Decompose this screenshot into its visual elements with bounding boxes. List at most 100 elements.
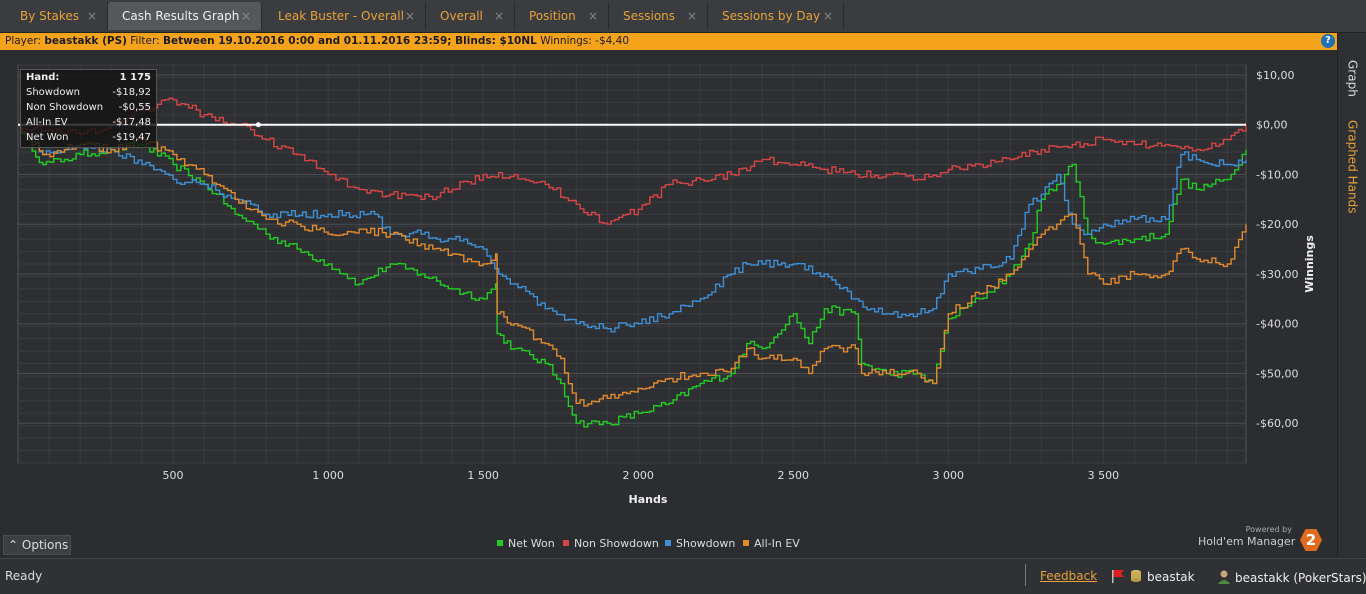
tab-leak-buster-overall[interactable]: Leak Buster - Overall × [264,2,426,30]
chart-legend: Net Won Non Showdown Showdown All-In EV [0,535,1337,553]
options-button[interactable]: ⌃ Options [3,535,71,555]
series-line-showdown [18,124,1247,333]
filter-bar: Player: beastakk (PS) Filter: Between 19… [0,33,1337,50]
tab-bar: By Stakes × Cash Results Graph × Leak Bu… [0,0,1366,33]
legend-label: Showdown [676,537,736,550]
legend-item-all-in-ev[interactable]: All-In EV [743,537,800,550]
chevron-up-icon: ⌃ [8,538,19,552]
x-tick-label: 1 500 [467,469,499,482]
tab-label: By Stakes [20,9,79,23]
legend-swatch [497,540,503,546]
tab-overall[interactable]: Overall × [426,2,515,30]
filter-value: Between 19.10.2016 0:00 and 01.11.2016 2… [162,35,537,47]
series-line-non-showdown [18,97,1247,225]
y-tick-label: -$30,00 [1256,268,1298,281]
results-chart[interactable]: $10,00 $0,00 -$10,00 -$20,00 -$30,00 -$40,00 -… [0,50,1337,535]
x-tick-label: 2 500 [778,469,810,482]
status-bar: Ready Feedback beastak beastakk (PokerSt… [0,558,1366,594]
y-tick-label: -$50,00 [1256,367,1298,380]
tooltip-row-showdown: Showdown -$18,92 [26,87,151,101]
filter-label: Filter: [130,35,160,47]
tooltip-value: -$19,47 [112,132,151,143]
side-panel: Graph Graphed Hands [1337,33,1366,557]
close-icon[interactable]: × [686,9,697,23]
side-tab-graph-label: Graph [1345,59,1360,97]
tab-label: Cash Results Graph [122,9,240,23]
powered-by-text: Powered by [1245,525,1292,534]
hover-marker [255,122,261,128]
tooltip-label: Non Showdown [26,102,104,113]
x-tick-label: 2 000 [622,469,654,482]
player-status[interactable]: beastakk (PokerStars) [1216,569,1366,585]
close-icon[interactable]: × [404,9,415,23]
tab-label: Sessions by Day [722,9,821,23]
player-value: beastakk (PS) [44,35,127,47]
close-icon[interactable]: × [587,9,598,23]
chart-area: $10,00 $0,00 -$10,00 -$20,00 -$30,00 -$40,00 -… [0,50,1337,535]
brand-name: Hold'em Manager [1198,535,1296,548]
status-divider [1025,564,1026,586]
x-tick-label: 500 [163,469,184,482]
tab-sessions[interactable]: Sessions × [609,2,708,30]
tooltip-value: -$18,92 [112,87,151,98]
flag-icon [1112,570,1124,583]
legend-item-showdown[interactable]: Showdown [665,537,735,550]
tab-sessions-by-day[interactable]: Sessions by Day × [708,2,844,30]
tooltip-row-hand: Hand: 1 175 [26,72,151,86]
tooltip-row-net-won: Net Won -$19,47 [26,132,151,146]
tab-by-stakes[interactable]: By Stakes × [6,2,108,30]
tooltip-value: 1 175 [119,72,151,83]
database-user: beastak [1147,570,1195,584]
options-label: Options [21,538,69,552]
side-tab-graphed-hands-label: Graphed Hands [1345,120,1360,214]
tooltip-row-non-showdown: Non Showdown -$0,55 [26,102,151,116]
x-tick-label: 3 500 [1088,469,1120,482]
tooltip-label: Showdown [26,87,80,98]
y-tick-label: -$20,00 [1256,218,1298,231]
database-icon [1131,570,1141,582]
tab-cash-results-graph[interactable]: Cash Results Graph × [108,2,262,30]
tab-position[interactable]: Position × [515,2,609,30]
tooltip-label: Hand: [26,72,60,83]
tooltip-label: Net Won [26,132,69,143]
x-axis-label: Hands [629,493,668,506]
tab-label: Leak Buster - Overall [278,9,404,23]
close-icon[interactable]: × [493,9,504,23]
y-tick-label: -$40,00 [1256,318,1298,331]
player-name: beastakk (PokerStars) [1235,571,1366,585]
tab-label: Sessions [623,9,676,23]
tooltip-row-all-in-ev: All-In EV -$17,48 [26,117,151,131]
y-tick-label: -$60,00 [1256,417,1298,430]
legend-item-non-showdown[interactable]: Non Showdown [563,537,659,550]
y-tick-label: $10,00 [1256,69,1295,82]
tooltip-value: -$0,55 [118,102,151,113]
status-text: Ready [5,569,43,583]
series-line-all-in-ev [18,124,1247,407]
y-tick-label: $0,00 [1256,119,1288,132]
x-tick-label: 1 000 [312,469,344,482]
database-status[interactable]: beastak [1110,569,1195,584]
y-axis-label: Winnings [1303,235,1316,293]
legend-item-net-won[interactable]: Net Won [497,537,555,550]
user-icon [1218,570,1230,584]
chart-tooltip: Hand: 1 175 Showdown -$18,92 Non Showdow… [20,69,157,148]
legend-swatch [743,540,749,546]
tab-label: Position [529,9,576,23]
player-label: Player: [5,35,42,47]
legend-swatch [665,540,671,546]
tooltip-value: -$17,48 [112,117,151,128]
side-tab-graph[interactable]: Graph [1338,43,1366,113]
side-tab-graphed-hands[interactable]: Graphed Hands [1338,119,1366,215]
legend-label: Net Won [508,537,555,550]
winnings-label: Winnings: [540,35,592,47]
close-icon[interactable]: × [822,9,833,23]
tab-label: Overall [440,9,483,23]
legend-label: All-In EV [754,537,800,550]
legend-label: Non Showdown [574,537,659,550]
help-icon[interactable]: ? [1321,34,1335,48]
close-icon[interactable]: × [240,9,251,23]
feedback-link[interactable]: Feedback [1040,569,1098,583]
winnings-value: -$4,40 [595,35,630,47]
close-icon[interactable]: × [86,9,97,23]
legend-swatch [563,540,569,546]
